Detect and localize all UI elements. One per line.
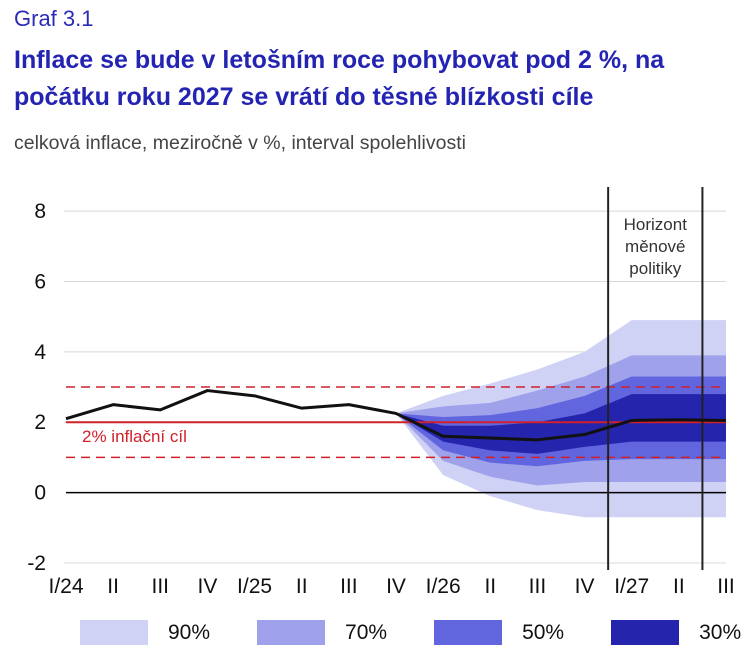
legend: 90% 70% 50% 30%: [80, 620, 754, 645]
legend-item-90: 90%: [80, 620, 210, 645]
legend-swatch: [434, 620, 503, 645]
legend-label: 90%: [168, 620, 211, 644]
legend-item-70: 70%: [257, 620, 387, 645]
y-axis-tick-labels: 8 6 4 2 0 -2: [27, 200, 46, 575]
x-tick-label: II: [673, 575, 685, 598]
x-tick-label: II: [107, 575, 119, 598]
x-tick-label: I/25: [237, 575, 272, 598]
annotation-line: měnové: [625, 237, 685, 256]
annotation-line: Horizont: [624, 215, 688, 234]
legend-swatch: [611, 620, 680, 645]
legend-label: 30%: [699, 620, 742, 644]
confidence-bands: [396, 320, 726, 518]
figure-number: Graf 3.1: [14, 6, 94, 31]
y-tick-label: 8: [34, 200, 46, 223]
inflation-target-lines: 2% inflační cíl: [66, 386, 726, 459]
chart-title: Inflace se bude v letošním roce pohybova…: [14, 46, 665, 111]
y-tick-label: -2: [27, 552, 46, 575]
x-axis-tick-labels: I/24 II III IV I/25 II III IV I/26 II III IV I/27 II I…: [48, 575, 734, 598]
x-tick-label: I/26: [426, 575, 461, 598]
y-tick-label: 6: [34, 270, 46, 293]
annotation-line: politiky: [629, 259, 681, 278]
x-tick-label: IV: [575, 575, 595, 598]
x-tick-label: III: [340, 575, 358, 598]
target-label: 2% inflační cíl: [82, 427, 187, 446]
chart-subtitle: celková inflace, meziročně v %, interval…: [14, 132, 466, 154]
legend-label: 50%: [522, 620, 565, 644]
y-tick-label: 0: [34, 482, 46, 505]
x-tick-label: II: [296, 575, 308, 598]
y-tick-label: 2: [34, 411, 46, 434]
y-tick-label: 4: [34, 341, 46, 364]
legend-swatch: [80, 620, 148, 645]
inflation-series: [65, 389, 727, 442]
legend-item-50: 50%: [434, 620, 564, 645]
policy-horizon-annotation: Horizont měnové politiky: [624, 215, 688, 278]
x-tick-label: I/27: [614, 575, 649, 598]
legend-label: 70%: [345, 620, 388, 644]
x-tick-label: I/24: [48, 575, 83, 598]
legend-swatch: [257, 620, 326, 645]
x-tick-label: IV: [386, 575, 406, 598]
legend-item-30: 30%: [611, 620, 741, 645]
x-tick-label: II: [484, 575, 496, 598]
x-tick-label: III: [529, 575, 547, 598]
policy-horizon-lines: [607, 187, 704, 570]
x-tick-label: IV: [198, 575, 218, 598]
x-tick-label: III: [152, 575, 170, 598]
x-tick-label: III: [717, 575, 735, 598]
